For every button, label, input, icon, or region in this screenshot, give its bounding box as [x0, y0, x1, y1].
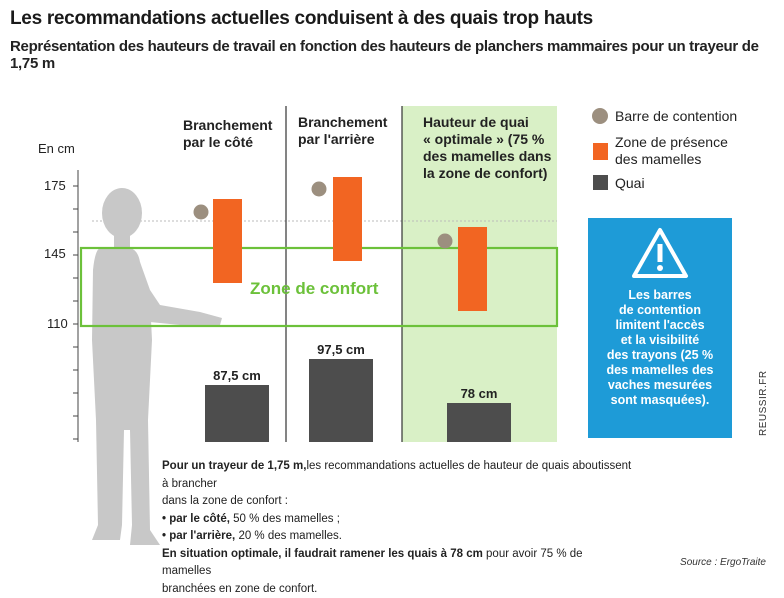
column-heading-rear: Branchement par l'arrière — [298, 114, 388, 147]
axis-ticks — [73, 185, 78, 440]
source-credit: Source : ErgoTraite — [680, 557, 766, 568]
tick-145: 145 — [44, 246, 66, 261]
quai-optimal — [447, 403, 511, 442]
quai-label-side: 87,5 cm — [213, 368, 261, 383]
legend-zone-symbol — [593, 143, 608, 160]
infographic-title: Les recommandations actuelles conduisent… — [10, 8, 593, 29]
restraint-bar-optimal — [437, 233, 453, 249]
column-heading-side: Branchement par le côté — [183, 117, 273, 150]
restraint-bar-rear — [311, 181, 327, 197]
legend-bar-symbol — [592, 108, 608, 124]
axis-unit-label: En cm — [38, 141, 75, 156]
infographic-subtitle: Représentation des hauteurs de travail e… — [10, 38, 759, 72]
legend-bar-label: Barre de contention — [615, 108, 738, 124]
quai-label-optimal: 78 cm — [460, 386, 498, 401]
comfort-zone-frame — [79, 246, 559, 328]
quai-rear — [309, 359, 373, 442]
legend-quai-symbol — [593, 175, 608, 190]
restraint-bar-side — [193, 204, 209, 220]
legend-zone-label: Zone de présence des mamelles — [615, 134, 728, 167]
warning-text: Les barres de contention limitent l'accè… — [606, 288, 714, 407]
teat-zone-optimal — [458, 227, 487, 311]
tick-175: 175 — [44, 178, 66, 193]
site-credit: REUSSIR.FR — [758, 370, 769, 436]
comfort-zone-label: Zone de confort — [250, 279, 379, 298]
column-heading-optimal: Hauteur de quai « optimale » (75 % des m… — [423, 114, 552, 181]
person-silhouette — [92, 188, 222, 545]
quai-label-rear: 97,5 cm — [317, 342, 365, 357]
diagram-canvas — [73, 106, 608, 545]
warning-box: Les barres de contention limitent l'accè… — [588, 218, 732, 438]
tick-110: 110 — [47, 316, 68, 331]
explanatory-note: Pour un trayeur de 1,75 m,les recommanda… — [162, 460, 632, 595]
legend-quai-label: Quai — [615, 175, 645, 191]
teat-zone-rear — [333, 177, 362, 261]
warning-icon — [632, 228, 688, 278]
quai-side — [205, 385, 269, 442]
teat-zone-side — [213, 199, 242, 283]
